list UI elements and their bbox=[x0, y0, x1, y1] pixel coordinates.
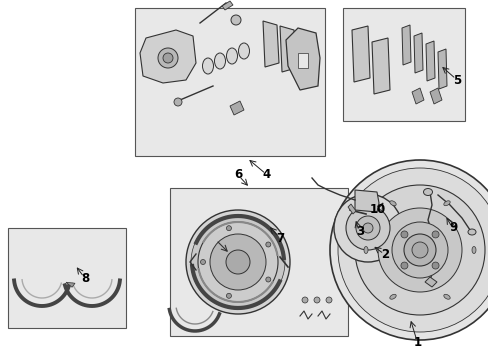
Polygon shape bbox=[66, 282, 75, 287]
Circle shape bbox=[265, 277, 270, 282]
Circle shape bbox=[400, 262, 407, 269]
Polygon shape bbox=[229, 101, 244, 115]
Ellipse shape bbox=[443, 201, 449, 206]
Polygon shape bbox=[354, 190, 378, 212]
Polygon shape bbox=[413, 33, 422, 73]
Polygon shape bbox=[411, 88, 423, 104]
Text: 1: 1 bbox=[413, 336, 421, 348]
Circle shape bbox=[209, 234, 265, 290]
Circle shape bbox=[329, 160, 488, 340]
Ellipse shape bbox=[471, 247, 475, 253]
Circle shape bbox=[230, 15, 241, 25]
Circle shape bbox=[158, 48, 178, 68]
Circle shape bbox=[302, 297, 307, 303]
Polygon shape bbox=[263, 21, 279, 67]
Circle shape bbox=[362, 223, 372, 233]
Circle shape bbox=[185, 210, 289, 314]
Polygon shape bbox=[280, 26, 295, 72]
Text: 2: 2 bbox=[380, 248, 388, 261]
Circle shape bbox=[431, 231, 438, 238]
Circle shape bbox=[355, 216, 379, 240]
Circle shape bbox=[431, 262, 438, 269]
Text: 4: 4 bbox=[263, 168, 270, 181]
Text: 5: 5 bbox=[452, 73, 460, 86]
Ellipse shape bbox=[389, 201, 395, 206]
Circle shape bbox=[174, 98, 182, 106]
Polygon shape bbox=[424, 277, 436, 287]
Polygon shape bbox=[371, 38, 389, 94]
Polygon shape bbox=[140, 30, 196, 83]
Text: 9: 9 bbox=[448, 221, 456, 234]
Circle shape bbox=[191, 215, 285, 309]
Circle shape bbox=[337, 168, 488, 332]
Polygon shape bbox=[429, 88, 441, 104]
Bar bbox=[170, 188, 347, 336]
Circle shape bbox=[325, 297, 331, 303]
Circle shape bbox=[346, 206, 389, 250]
Ellipse shape bbox=[214, 53, 225, 69]
Polygon shape bbox=[222, 1, 232, 10]
Polygon shape bbox=[347, 204, 355, 214]
Ellipse shape bbox=[443, 294, 449, 299]
Polygon shape bbox=[437, 49, 446, 89]
Polygon shape bbox=[351, 26, 369, 82]
Bar bbox=[342, 8, 464, 121]
Polygon shape bbox=[297, 53, 307, 68]
Text: 3: 3 bbox=[355, 225, 364, 238]
Text: 6: 6 bbox=[233, 168, 242, 181]
Circle shape bbox=[403, 234, 435, 266]
Circle shape bbox=[225, 250, 249, 274]
Text: 7: 7 bbox=[275, 231, 284, 244]
Ellipse shape bbox=[238, 43, 249, 59]
Text: 10: 10 bbox=[369, 203, 386, 216]
Polygon shape bbox=[285, 28, 319, 90]
Circle shape bbox=[198, 222, 278, 302]
Circle shape bbox=[354, 185, 484, 315]
Ellipse shape bbox=[389, 294, 395, 299]
Circle shape bbox=[400, 231, 407, 238]
Circle shape bbox=[226, 226, 231, 231]
Bar bbox=[8, 228, 126, 328]
Ellipse shape bbox=[467, 229, 475, 235]
Circle shape bbox=[377, 208, 461, 292]
Ellipse shape bbox=[226, 48, 237, 64]
Circle shape bbox=[226, 293, 231, 298]
Circle shape bbox=[411, 242, 427, 258]
Text: 8: 8 bbox=[81, 271, 89, 284]
Circle shape bbox=[391, 222, 447, 278]
Bar bbox=[135, 8, 325, 156]
Circle shape bbox=[200, 260, 205, 265]
Polygon shape bbox=[425, 41, 434, 81]
Ellipse shape bbox=[202, 58, 213, 74]
Ellipse shape bbox=[363, 247, 367, 253]
Circle shape bbox=[163, 53, 173, 63]
Circle shape bbox=[313, 297, 319, 303]
Ellipse shape bbox=[423, 189, 431, 195]
Circle shape bbox=[333, 194, 401, 262]
Circle shape bbox=[265, 242, 270, 247]
Polygon shape bbox=[401, 25, 410, 65]
